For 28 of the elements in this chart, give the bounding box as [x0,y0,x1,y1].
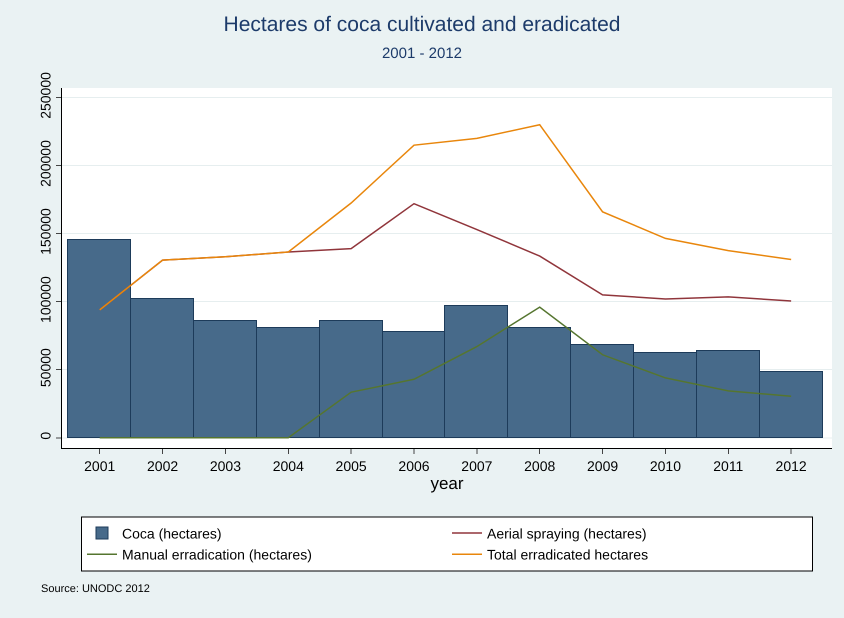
x-tick-label: 2003 [210,458,242,474]
y-tick-label: 200000 [37,140,54,187]
x-tick-label: 2006 [398,458,430,474]
x-tick-label: 2002 [146,458,178,474]
x-tick-label: 2011 [713,458,744,474]
y-tick-label: 0 [37,432,54,440]
legend-label: Aerial spraying (hectares) [487,525,647,542]
x-tick-label: 2001 [84,458,116,474]
chart-subtitle: 2001 - 2012 [382,45,462,62]
line-series [98,306,792,439]
x-tick-label: 2004 [272,458,304,474]
x-tick-label: 2007 [461,458,493,474]
legend-label: Manual erradication (hectares) [122,546,312,563]
y-tick-label: 150000 [37,208,54,255]
legend-label: Total erradicated hectares [487,546,648,563]
chart-title: Hectares of coca cultivated and eradicated [224,12,620,36]
y-tick-label: 100000 [37,276,54,323]
line-series [98,124,792,311]
y-tick-label: 250000 [37,72,54,119]
legend-label: Coca (hectares) [122,525,222,542]
x-tick-label: 2008 [524,458,556,474]
y-tick-label: 50000 [37,348,54,388]
x-tick-label: 2009 [586,458,618,474]
source-note: Source: UNODC 2012 [41,583,150,595]
x-axis-title: year [430,474,464,494]
x-tick-label: 2012 [776,458,807,474]
x-tick-label: 2005 [336,458,367,474]
x-tick-label: 2010 [650,458,682,474]
